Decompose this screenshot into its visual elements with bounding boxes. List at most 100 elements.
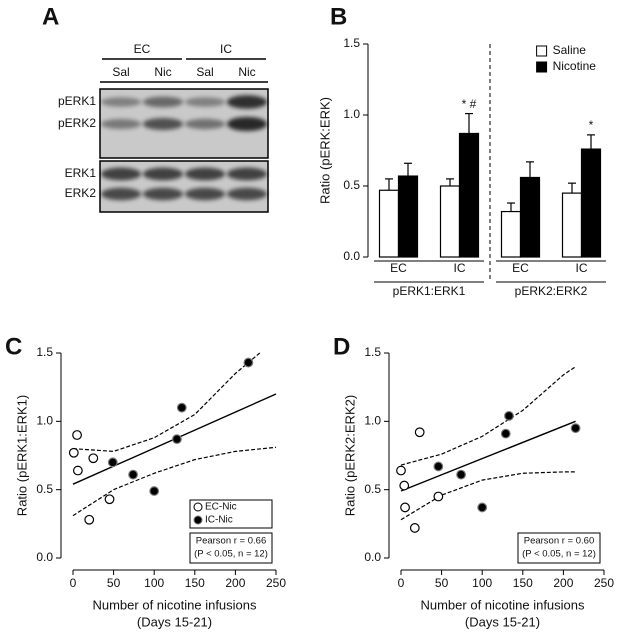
band	[142, 167, 184, 181]
row-label: ERK2	[65, 186, 97, 200]
legend-label: Saline	[553, 43, 587, 57]
point	[72, 430, 82, 440]
y-tick-label: 0.0	[343, 249, 360, 263]
point	[400, 502, 410, 513]
significance: *	[589, 118, 594, 132]
x-tick-label: 100	[144, 576, 164, 590]
x-tick-label: 100	[472, 576, 492, 590]
x-tick-label: EC	[390, 261, 407, 275]
point	[433, 491, 444, 502]
band	[142, 187, 184, 201]
lane-label: Nic	[238, 65, 255, 79]
legend-box	[189, 499, 273, 529]
group-label: EC	[134, 42, 151, 56]
lane-label: Nic	[154, 65, 171, 79]
bar	[580, 148, 602, 258]
band	[184, 167, 226, 181]
point	[433, 461, 444, 472]
stats-text: (P < 0.05, n = 12)	[522, 549, 596, 560]
legend-marker	[193, 515, 203, 525]
legend-swatch	[536, 45, 548, 57]
point	[104, 494, 115, 505]
x-tick-label: 0	[398, 576, 405, 590]
band	[100, 187, 142, 201]
confidence-band	[72, 352, 261, 453]
point	[243, 357, 254, 368]
group-label: IC	[220, 42, 232, 56]
point	[84, 514, 95, 525]
y-tick-label: 0.5	[343, 178, 360, 192]
stats-text: Pearson r = 0.66	[196, 536, 267, 547]
x-tick-label: 150	[185, 576, 205, 590]
band	[226, 187, 268, 201]
y-tick-label: 1.0	[364, 414, 381, 428]
x-tick-label: 0	[70, 576, 77, 590]
significance: * #	[462, 97, 477, 111]
y-tick-label: 1.0	[343, 107, 360, 121]
point	[500, 428, 511, 439]
fit-line	[400, 420, 576, 492]
x-tick-label: 150	[513, 576, 533, 590]
y-tick-label: 0.5	[36, 482, 53, 496]
stats-box	[189, 532, 273, 564]
y-tick-label: 1.0	[36, 414, 53, 428]
legend-label: IC-Nic	[205, 515, 233, 526]
band	[142, 96, 184, 108]
point	[570, 423, 581, 434]
x-tick-label: 50	[435, 576, 449, 590]
x-tick-label: IC	[454, 261, 466, 275]
y-tick-label: 1.5	[343, 36, 360, 50]
band	[226, 167, 268, 181]
x-tick-label: 50	[107, 576, 121, 590]
x-tick-label: IC	[576, 261, 588, 275]
group-label: pERK1:ERK1	[393, 284, 466, 298]
x-axis-label: (Days 15-21)	[137, 614, 212, 629]
confidence-band	[400, 366, 576, 466]
x-tick-label: 200	[553, 576, 573, 590]
legend-label: EC-Nic	[205, 502, 237, 513]
x-tick-label: EC	[512, 261, 529, 275]
stats-box	[517, 532, 601, 564]
band	[226, 95, 268, 109]
band	[226, 117, 268, 131]
row-label: pERK1	[58, 94, 96, 108]
x-axis-label: Number of nicotine infusions	[92, 597, 257, 612]
legend-swatch	[536, 61, 548, 73]
band	[142, 118, 184, 130]
lane-label: Sal	[112, 65, 129, 79]
stats-text: Pearson r = 0.60	[524, 536, 595, 547]
row-label: ERK1	[65, 166, 97, 180]
point	[399, 480, 410, 491]
panel-label: C	[5, 333, 22, 360]
bar	[561, 192, 583, 258]
point	[414, 427, 425, 438]
y-axis-label: Ratio (pERK2:ERK2)	[342, 395, 357, 516]
point	[172, 434, 182, 445]
panel-label: B	[330, 3, 347, 30]
point	[176, 402, 187, 413]
point	[409, 523, 420, 533]
point	[88, 453, 99, 464]
row-label: pERK2	[58, 116, 96, 130]
confidence-band	[400, 471, 576, 521]
point	[107, 457, 118, 468]
y-tick-label: 1.5	[36, 345, 53, 359]
band	[184, 97, 226, 107]
y-tick-label: 0.5	[364, 482, 381, 496]
bar	[378, 189, 400, 258]
point	[477, 502, 488, 513]
confidence-band	[72, 446, 277, 517]
point	[128, 469, 138, 480]
y-tick-label: 0.0	[36, 550, 53, 564]
y-axis-label: Ratio (pERK:ERK)	[317, 97, 332, 204]
panel-label: A	[42, 3, 59, 30]
point	[396, 465, 406, 476]
x-tick-label: 250	[266, 576, 286, 590]
point	[68, 447, 79, 458]
y-tick-label: 1.5	[364, 345, 381, 359]
group-label: pERK2:ERK2	[515, 284, 588, 298]
point	[504, 410, 514, 421]
bar	[458, 132, 480, 258]
band	[184, 118, 226, 130]
x-tick-label: 200	[225, 576, 245, 590]
